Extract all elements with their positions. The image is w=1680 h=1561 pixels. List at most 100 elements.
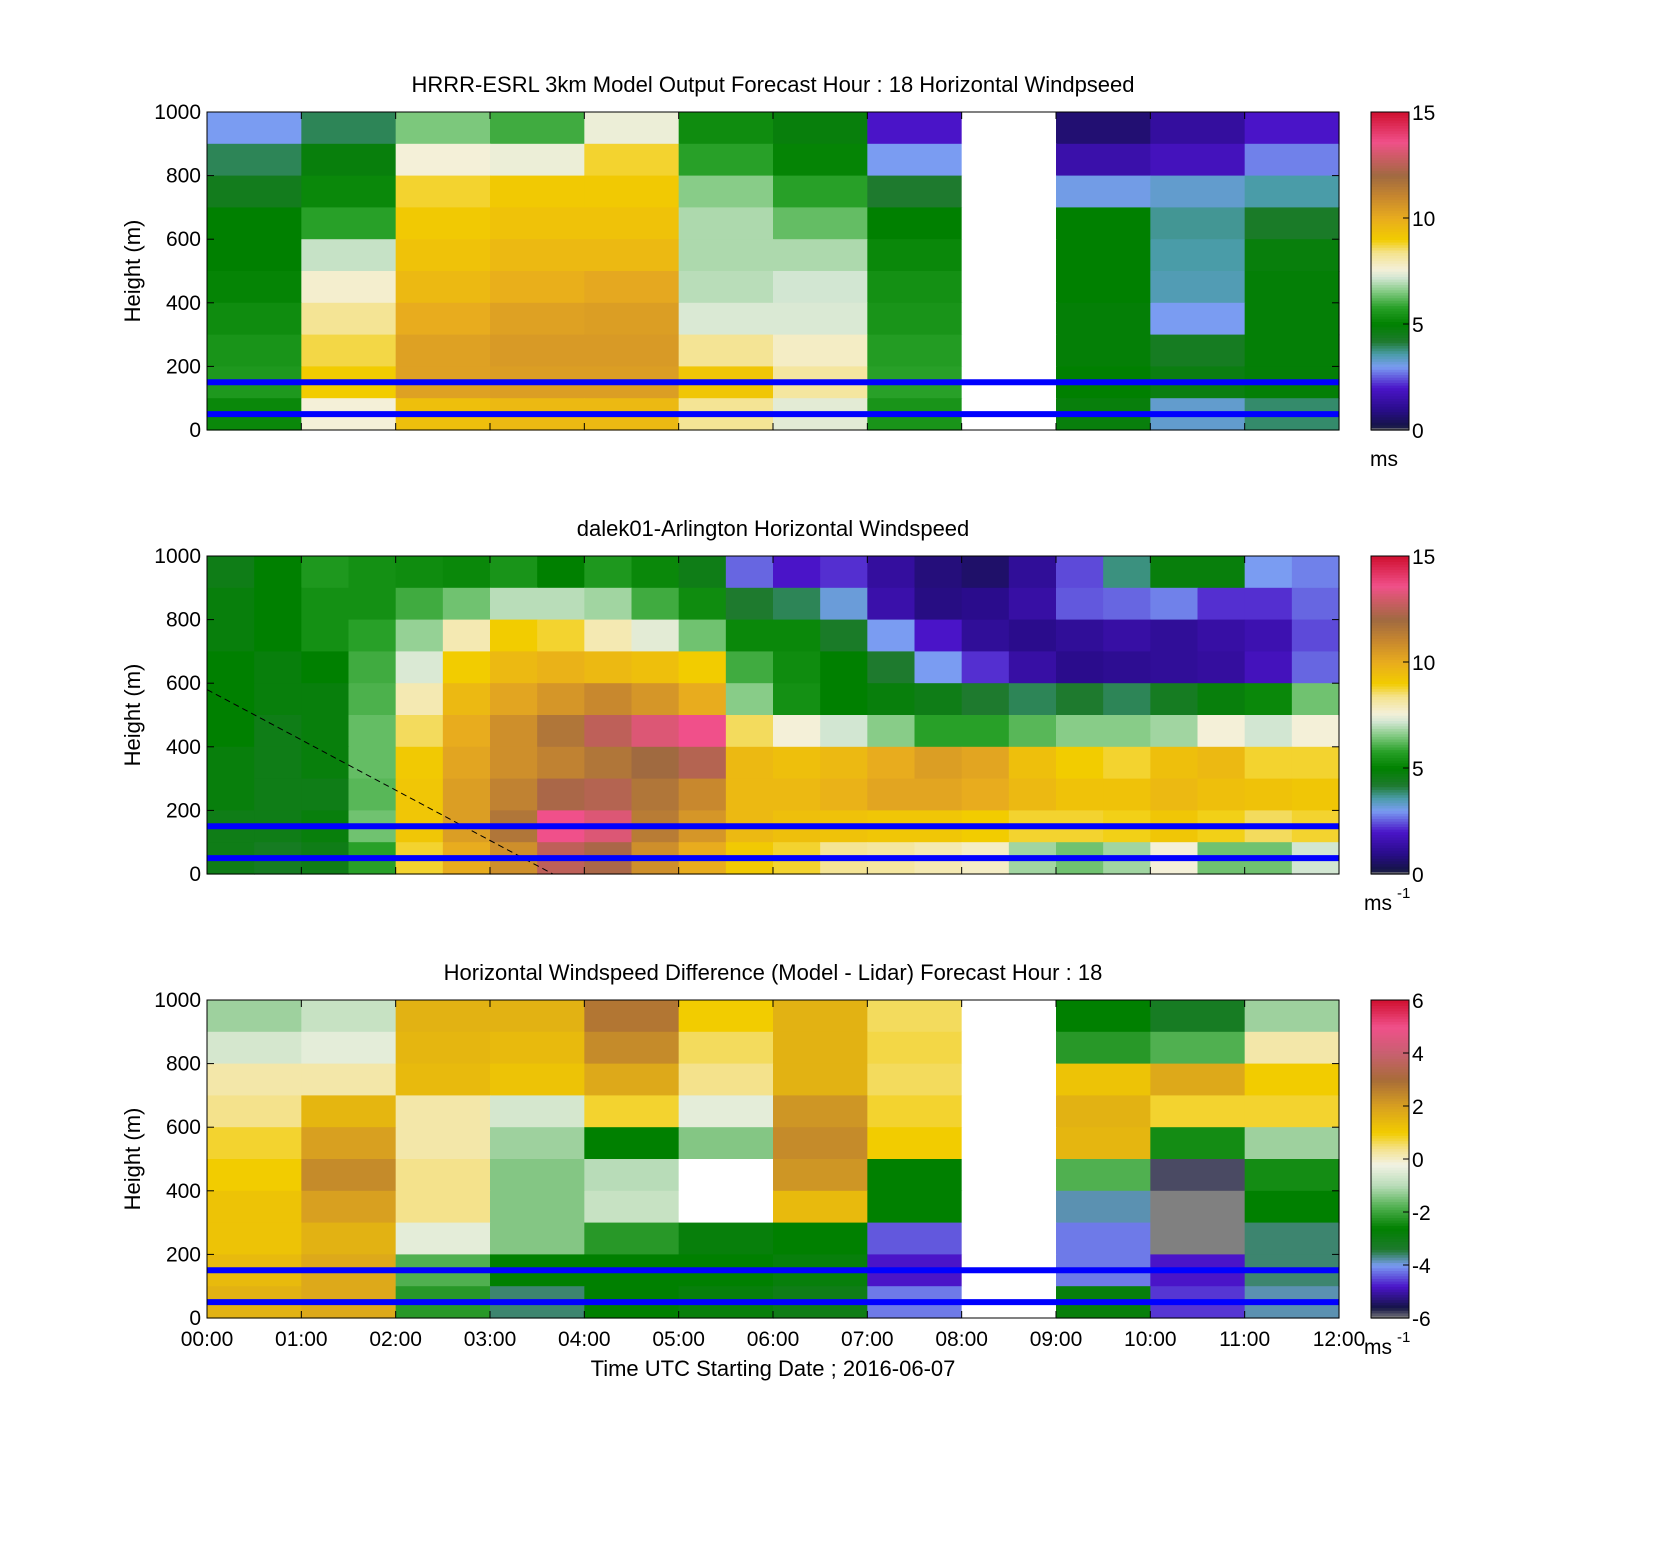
heatmap-cell [207, 619, 255, 652]
heatmap-cell [1244, 1222, 1340, 1255]
heatmap-cell [301, 1063, 397, 1096]
colorbar-swatch [1371, 609, 1409, 613]
heatmap-cell [678, 302, 774, 336]
colorbar-swatch [1371, 635, 1409, 639]
heatmap-cell [914, 715, 963, 748]
colorbar-swatch [1371, 1071, 1409, 1075]
colorbar-swatch [1371, 188, 1409, 193]
heatmap-cell [1008, 683, 1057, 716]
colorbar-swatch [1371, 1177, 1409, 1181]
colorbar-swatch [1371, 157, 1409, 161]
heatmap-cell [490, 207, 585, 240]
colorbar-swatch [1371, 704, 1409, 708]
colorbar-swatch [1371, 556, 1409, 560]
colorbar-swatch [1371, 662, 1409, 666]
colorbar-swatch [1371, 1005, 1409, 1009]
dashed-reference-line [206, 689, 554, 875]
colorbar-swatch [1371, 273, 1409, 277]
heatmap-cell [537, 746, 585, 780]
heatmap-cell [773, 112, 868, 145]
heatmap-cell [395, 334, 491, 367]
heatmap-cell [1197, 556, 1246, 589]
colorbar-swatch [1371, 387, 1409, 391]
heatmap-cell [1056, 715, 1104, 748]
heatmap-cell [584, 1095, 680, 1128]
heatmap-cell [1056, 587, 1104, 621]
heatmap-cell [207, 112, 302, 145]
heatmap-cell [1150, 334, 1246, 367]
colorbar-swatch [1371, 1159, 1409, 1163]
colorbar-swatch [1371, 395, 1409, 399]
heatmap-cell [914, 651, 963, 684]
colorbar-swatch [1371, 379, 1409, 383]
colorbar-swatch [1371, 369, 1409, 373]
x-tick-label: 07:00 [841, 1328, 894, 1351]
colorbar-swatch [1371, 1180, 1409, 1184]
colorbar-swatch [1371, 382, 1409, 386]
heatmap-cell [961, 1159, 1057, 1192]
heatmap-cell [1056, 619, 1104, 652]
heatmap-cell [207, 1127, 302, 1160]
colorbar-swatch [1371, 693, 1409, 698]
heatmap-cell [207, 239, 302, 272]
heatmap-cell [961, 112, 1057, 145]
heatmap-cell [395, 271, 491, 304]
heatmap-cell [1197, 778, 1246, 811]
heatmap-cell [207, 143, 302, 177]
colorbar-swatch [1371, 1164, 1409, 1168]
heatmap-cell [207, 1000, 302, 1033]
colorbar-swatch [1371, 292, 1409, 296]
colorbar-swatch [1371, 1233, 1409, 1237]
heatmap-cell [207, 651, 255, 684]
colorbar-swatch [1371, 384, 1409, 389]
heatmap-cell [1244, 271, 1340, 304]
heatmap-cell [678, 207, 774, 240]
colorbar-swatch [1371, 669, 1409, 674]
colorbar-swatch [1371, 768, 1409, 772]
y-axis-label: Height (m) [120, 220, 145, 323]
heatmap-cell [301, 587, 350, 621]
heatmap-cell [867, 683, 916, 716]
colorbar-swatch [1371, 1007, 1409, 1012]
colorbar-swatch [1371, 696, 1409, 700]
colorbar-swatch [1371, 400, 1409, 405]
colorbar-swatch [1371, 842, 1409, 846]
heatmap-cell [207, 1031, 302, 1065]
colorbar-swatch [1371, 215, 1409, 219]
heatmap-cell [1150, 1063, 1246, 1096]
heatmap-cell [631, 556, 680, 589]
heatmap-cell [773, 1190, 868, 1224]
heatmap-cell [773, 556, 821, 589]
colorbar-swatch [1371, 847, 1409, 851]
heatmap-cell [678, 619, 727, 652]
heatmap-cell [442, 556, 491, 589]
heatmap-cell [1150, 207, 1246, 240]
y-tick-label: 200 [166, 1243, 201, 1266]
colorbar-swatch [1371, 860, 1409, 865]
colorbar-swatch [1371, 1113, 1409, 1118]
colorbar-swatch [1371, 582, 1409, 586]
colorbar-swatch [1371, 130, 1409, 134]
heatmap-cell [773, 1159, 868, 1192]
colorbar-swatch [1371, 563, 1409, 568]
heatmap-cell [1244, 1095, 1340, 1128]
y-tick-label: 200 [166, 799, 201, 822]
colorbar-swatch [1371, 127, 1409, 132]
colorbar-swatch [1371, 302, 1409, 307]
colorbar-swatch [1371, 834, 1409, 838]
x-tick-label: 12:00 [1313, 1328, 1366, 1351]
heatmap-cell [395, 746, 444, 780]
heatmap-cell [584, 143, 680, 177]
y-tick-label: 600 [166, 228, 201, 251]
colorbar-swatch [1371, 715, 1409, 719]
colorbar-swatch [1371, 345, 1409, 349]
heatmap-cell [867, 175, 963, 208]
colorbar-swatch [1371, 1090, 1409, 1094]
colorbar-swatch [1371, 762, 1409, 767]
colorbar-swatch [1371, 1018, 1409, 1022]
heatmap-cell [773, 587, 821, 621]
heatmap-cell [961, 715, 1010, 748]
heatmap-cell [584, 651, 633, 684]
heatmap-cell [631, 683, 680, 716]
heatmap-cell [254, 619, 302, 652]
